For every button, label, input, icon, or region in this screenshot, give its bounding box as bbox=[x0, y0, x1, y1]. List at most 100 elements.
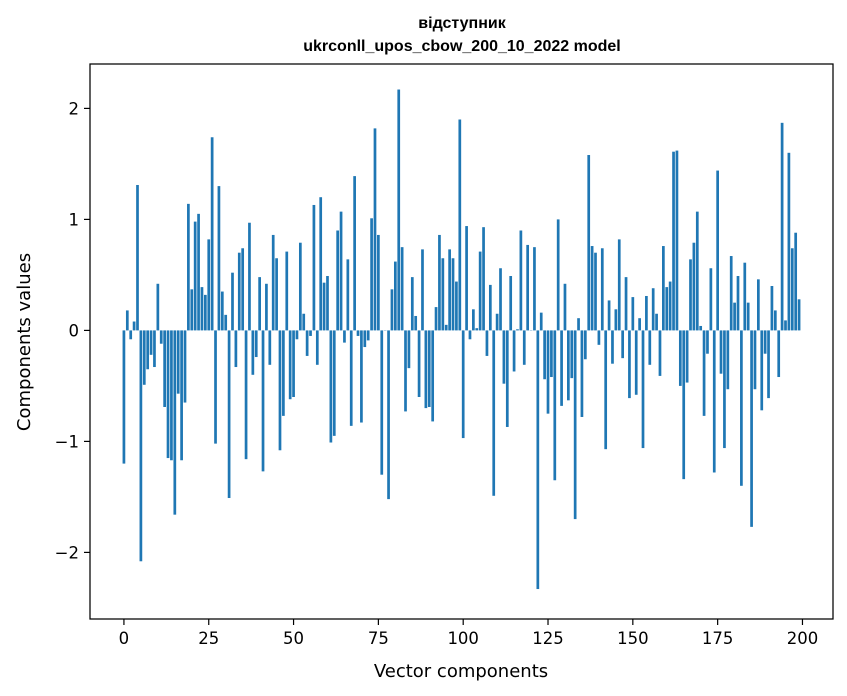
bar-92 bbox=[434, 307, 438, 331]
bar-56 bbox=[312, 204, 316, 331]
bar-22 bbox=[197, 213, 200, 331]
bar-36 bbox=[244, 330, 248, 460]
bar-176 bbox=[719, 330, 723, 374]
bar-188 bbox=[760, 330, 764, 411]
bar-138 bbox=[590, 246, 594, 331]
bar-51 bbox=[295, 330, 299, 340]
bar-184 bbox=[746, 302, 750, 331]
bar-71 bbox=[363, 330, 367, 348]
bar-170 bbox=[699, 325, 703, 331]
bar-159 bbox=[662, 246, 665, 331]
bar-88 bbox=[421, 249, 424, 331]
bar-7 bbox=[146, 330, 150, 370]
bar-105 bbox=[478, 251, 482, 331]
bar-1 bbox=[125, 310, 129, 331]
bar-54 bbox=[305, 330, 309, 356]
bar-40 bbox=[258, 277, 261, 331]
x-tick-label-0: 0 bbox=[119, 629, 130, 648]
bar-62 bbox=[332, 330, 336, 436]
bar-61 bbox=[329, 330, 333, 443]
bar-34 bbox=[237, 252, 241, 331]
bar-124 bbox=[543, 330, 546, 380]
bar-110 bbox=[495, 313, 499, 331]
bar-164 bbox=[678, 330, 682, 386]
bar-151 bbox=[634, 330, 638, 395]
bar-152 bbox=[638, 318, 641, 331]
bar-10 bbox=[156, 283, 160, 331]
bar-145 bbox=[614, 309, 618, 331]
bar-5 bbox=[139, 330, 143, 562]
bar-194 bbox=[780, 122, 784, 331]
bar-31 bbox=[227, 330, 231, 499]
bar-18 bbox=[183, 330, 187, 403]
bar-97 bbox=[451, 258, 455, 331]
bar-190 bbox=[767, 330, 770, 399]
bar-74 bbox=[373, 128, 377, 331]
x-tick-label-100: 100 bbox=[447, 629, 479, 648]
bar-89 bbox=[424, 330, 428, 409]
bar-118 bbox=[522, 330, 526, 365]
bar-142 bbox=[604, 330, 608, 450]
bar-185 bbox=[750, 330, 753, 527]
bar-153 bbox=[641, 330, 645, 449]
bar-106 bbox=[482, 227, 485, 331]
bar-156 bbox=[651, 288, 655, 331]
bar-17 bbox=[180, 330, 183, 461]
bar-35 bbox=[241, 248, 245, 331]
bar-192 bbox=[773, 310, 777, 331]
bar-144 bbox=[611, 330, 614, 364]
bar-series bbox=[122, 89, 801, 590]
bar-49 bbox=[288, 330, 292, 400]
bar-175 bbox=[716, 170, 719, 331]
bar-38 bbox=[251, 330, 255, 375]
bar-48 bbox=[285, 251, 289, 331]
bar-42 bbox=[265, 283, 268, 331]
x-tick-label-125: 125 bbox=[532, 629, 564, 648]
bar-69 bbox=[356, 330, 360, 336]
bar-136 bbox=[583, 330, 587, 360]
bar-122 bbox=[536, 330, 540, 590]
bar-195 bbox=[784, 320, 787, 331]
bar-23 bbox=[200, 287, 204, 331]
bar-43 bbox=[268, 330, 272, 365]
bar-95 bbox=[444, 324, 448, 331]
y-tick-label-1: 1 bbox=[69, 210, 80, 229]
bar-87 bbox=[417, 330, 421, 397]
bar-30 bbox=[224, 314, 228, 331]
bar-157 bbox=[655, 313, 658, 331]
bar-139 bbox=[594, 252, 597, 331]
bar-182 bbox=[740, 330, 743, 486]
bar-80 bbox=[393, 261, 397, 331]
bar-93 bbox=[438, 234, 441, 331]
bar-154 bbox=[645, 295, 648, 331]
bar-81 bbox=[397, 89, 401, 331]
bar-180 bbox=[733, 302, 736, 331]
bar-78 bbox=[387, 330, 390, 500]
bar-67 bbox=[349, 330, 353, 426]
bar-133 bbox=[573, 330, 577, 520]
bar-178 bbox=[726, 330, 730, 390]
bar-98 bbox=[455, 281, 458, 331]
bar-168 bbox=[692, 242, 696, 331]
bar-155 bbox=[648, 330, 652, 365]
x-tick-label-175: 175 bbox=[702, 629, 734, 648]
bar-148 bbox=[624, 277, 628, 331]
bar-15 bbox=[173, 330, 177, 515]
bar-132 bbox=[570, 330, 574, 379]
bar-134 bbox=[577, 318, 580, 331]
bar-123 bbox=[539, 312, 543, 331]
bar-60 bbox=[326, 276, 329, 331]
x-tick-label-150: 150 bbox=[617, 629, 649, 648]
bar-68 bbox=[353, 176, 356, 331]
bar-82 bbox=[400, 247, 404, 331]
bar-21 bbox=[193, 221, 197, 331]
x-tick-label-50: 50 bbox=[283, 629, 304, 648]
bar-24 bbox=[203, 294, 207, 331]
bar-99 bbox=[458, 119, 462, 331]
plot-area-frame bbox=[89, 63, 834, 620]
bar-59 bbox=[322, 282, 326, 331]
bar-33 bbox=[234, 330, 238, 368]
bar-129 bbox=[560, 330, 563, 406]
bar-104 bbox=[475, 328, 479, 331]
